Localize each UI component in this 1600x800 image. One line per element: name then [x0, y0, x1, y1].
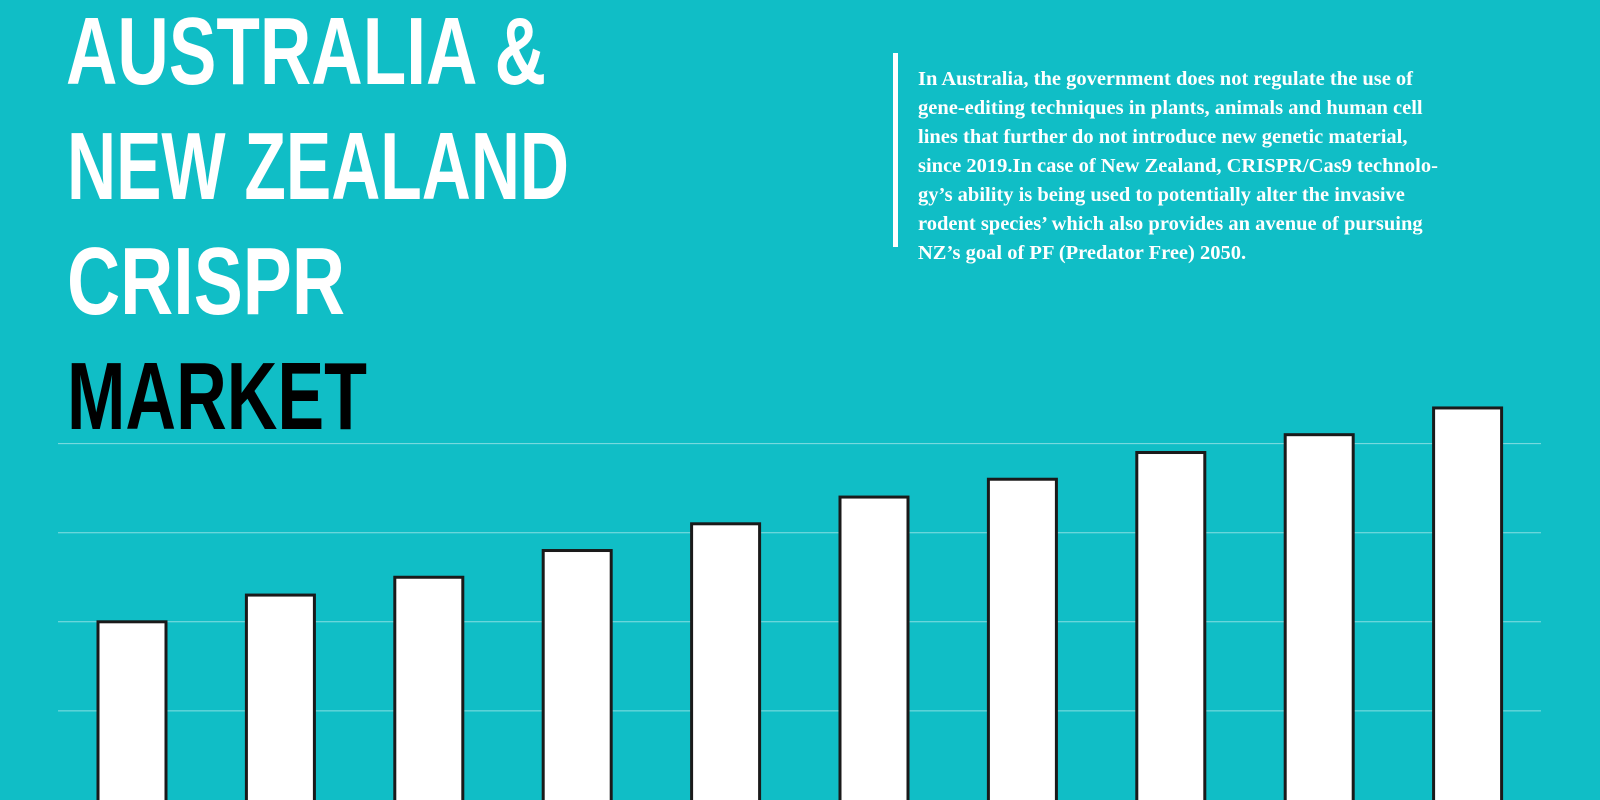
bar — [541, 549, 613, 800]
description-line: gene-editing techniques in plants, anima… — [918, 97, 1423, 119]
title-line: CRISPR — [67, 228, 345, 335]
plot — [58, 406, 1541, 800]
title-line: NEW ZEALAND — [67, 113, 569, 220]
bar — [393, 575, 465, 800]
quote-bar — [893, 53, 898, 247]
title-line: MARKET — [67, 343, 367, 450]
title-line: AUSTRALIA & — [66, 0, 546, 105]
bar — [96, 620, 168, 800]
bar — [1432, 406, 1504, 800]
bar — [690, 522, 762, 800]
bar — [838, 495, 910, 800]
description-line: gy’s ability is being used to potentiall… — [918, 184, 1405, 206]
description-line: rodent species’ which also provides an a… — [918, 213, 1423, 235]
bar — [244, 593, 316, 800]
description-line: In Australia, the government does not re… — [918, 68, 1414, 90]
bar — [1135, 451, 1207, 800]
description-line: NZ’s goal of PF (Predator Free) 2050. — [918, 242, 1246, 264]
description-line: since 2019.In case of New Zealand, CRISP… — [918, 155, 1438, 177]
description: In Australia, the government does not re… — [918, 68, 1438, 264]
description-line: lines that further do not introduce new … — [918, 126, 1407, 148]
bar — [986, 477, 1058, 800]
bar — [1283, 433, 1355, 800]
